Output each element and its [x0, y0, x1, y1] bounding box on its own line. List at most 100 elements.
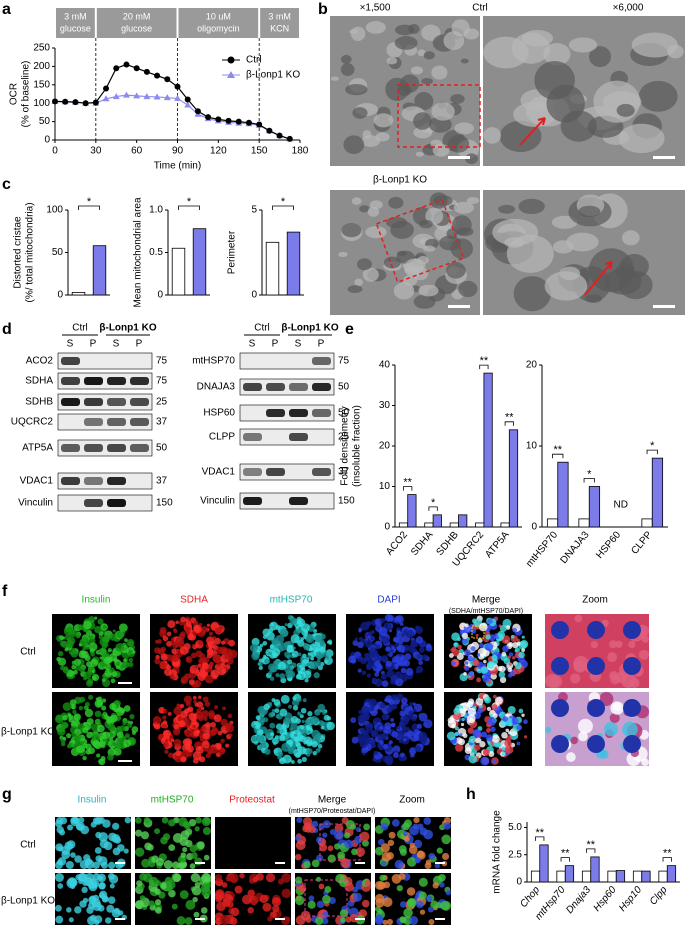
signal: [315, 916, 324, 925]
signal: [273, 699, 281, 706]
signal: [214, 627, 222, 635]
significance: *: [87, 196, 92, 208]
signal: [154, 639, 159, 644]
signal: [201, 662, 209, 670]
signal: [403, 908, 413, 918]
signal: [148, 876, 159, 887]
bar: [71, 292, 86, 296]
signal: [508, 652, 514, 657]
signal: [511, 717, 519, 725]
signal: [399, 710, 406, 717]
signal: [128, 640, 134, 646]
em-texture: [349, 29, 358, 35]
signal: [319, 646, 326, 653]
signal: [298, 698, 302, 702]
y-tick-label: 0: [531, 522, 537, 533]
signal: [315, 876, 322, 882]
signal: [185, 839, 193, 848]
signal: [443, 822, 451, 830]
blot-band: [107, 477, 126, 485]
signal: [88, 694, 94, 700]
signal: [295, 915, 306, 926]
signal: [297, 639, 305, 647]
signal: [608, 640, 618, 649]
row-label: β-Lonp1 KO: [1, 896, 55, 907]
blot-band: [61, 377, 80, 385]
y-tick-label: 5.0: [508, 822, 522, 833]
signal: [217, 730, 223, 736]
signal: [121, 736, 126, 741]
signal: [163, 860, 173, 869]
signal: [176, 703, 181, 708]
signal: [198, 757, 202, 761]
signal: [381, 680, 389, 688]
em-texture: [578, 205, 601, 217]
signal: [168, 844, 176, 851]
signal: [96, 699, 104, 707]
point: [286, 135, 293, 142]
signal: [304, 718, 312, 726]
signal: [173, 706, 182, 716]
nucleus: [551, 621, 569, 639]
signal: [622, 721, 638, 738]
signal: [135, 829, 143, 837]
signal: [301, 756, 307, 762]
signal: [453, 642, 458, 646]
em-texture: [638, 80, 678, 112]
x-tick-label: ACO2: [384, 529, 410, 557]
column-header: Zoom: [582, 595, 608, 606]
signal: [87, 678, 94, 685]
bar: [546, 518, 559, 528]
signal: [310, 657, 315, 661]
arrow: [584, 261, 613, 296]
signal: [286, 644, 295, 653]
signal: [361, 899, 370, 908]
signal: [478, 643, 484, 648]
bar: [564, 865, 575, 883]
blot-band: [312, 383, 331, 391]
signal: [307, 711, 313, 717]
signal: [205, 722, 211, 728]
signal: [396, 725, 401, 730]
signal: [67, 824, 74, 831]
signal: [400, 916, 407, 924]
signal: [428, 918, 435, 925]
signal: [210, 722, 216, 728]
signal: [305, 724, 313, 732]
signal: [82, 880, 88, 886]
row-label: Ctrl: [20, 647, 36, 658]
signal: [84, 708, 94, 718]
bar: [192, 228, 207, 296]
signal: [180, 830, 190, 840]
signal: [61, 741, 66, 747]
signal: [475, 633, 479, 637]
signal: [106, 904, 115, 913]
signal: [66, 907, 72, 913]
signal: [57, 727, 66, 736]
signal: [453, 707, 461, 715]
y-tick-label: 250: [33, 43, 50, 54]
signal: [279, 642, 288, 651]
signal: [189, 732, 194, 738]
signal: [118, 623, 128, 633]
signal: [324, 885, 332, 893]
signal: [350, 717, 357, 723]
lane-label: S: [295, 339, 302, 350]
scale-bar: [355, 862, 365, 864]
em-texture: [568, 37, 598, 53]
signal: [88, 616, 95, 623]
signal: [107, 873, 115, 880]
signal: [483, 749, 490, 756]
signal: [179, 890, 189, 899]
mw-label: 25: [156, 397, 168, 408]
signal: [153, 722, 161, 730]
signal: [191, 886, 202, 896]
em-texture: [351, 197, 362, 205]
signal: [112, 742, 117, 747]
signal: [139, 895, 146, 901]
signal: [296, 667, 301, 672]
signal: [71, 732, 76, 738]
em-texture: [414, 92, 434, 111]
x-tick-label: HSP60: [594, 529, 623, 561]
significance: *: [650, 440, 655, 452]
